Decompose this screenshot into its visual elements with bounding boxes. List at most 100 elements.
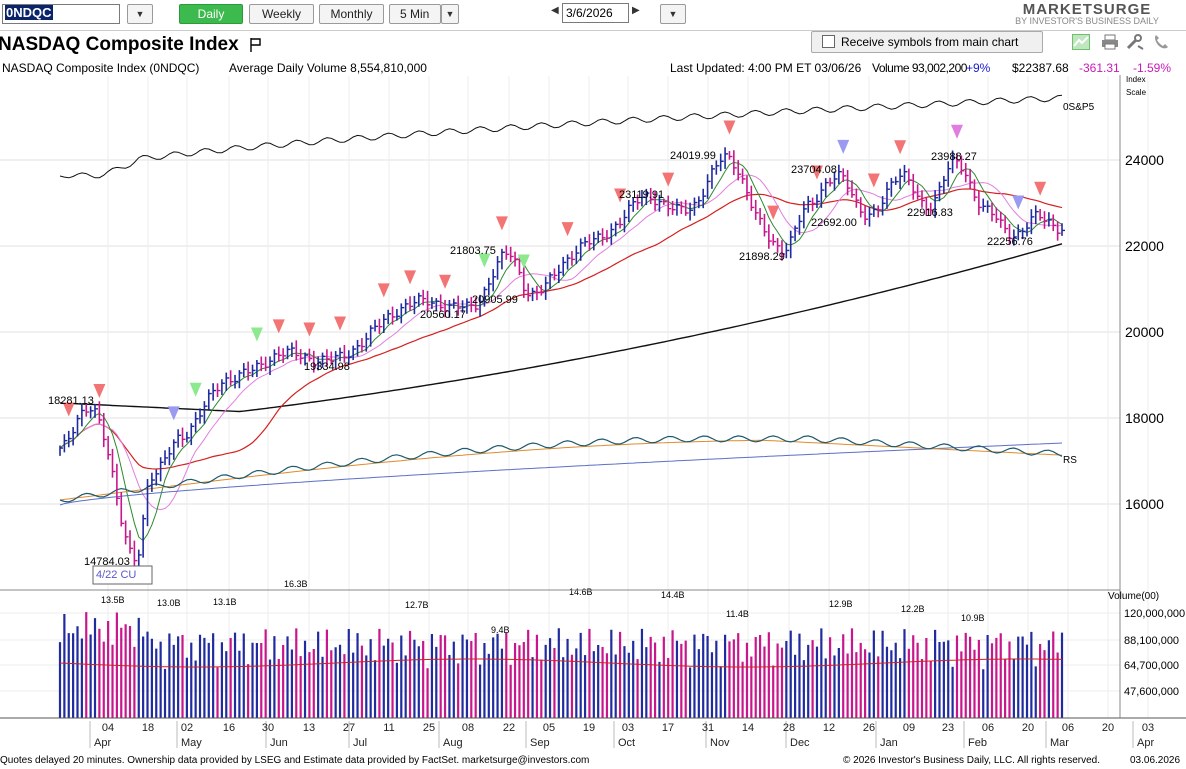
volume-average-line — [59, 658, 1063, 668]
date-tick-label: 30 — [262, 722, 274, 734]
volume-peak-label: 14.6B — [569, 587, 593, 597]
signal-marker — [837, 139, 850, 154]
monthly-button[interactable]: Monthly — [319, 4, 384, 24]
price-annotation: 24019.99 — [670, 150, 716, 162]
date-tick-label: 08 — [462, 722, 474, 734]
sp500-label: 0S&P5 — [1063, 102, 1095, 113]
date-tick-label: 25 — [423, 722, 435, 734]
event-label: 4/22 CU — [96, 569, 136, 581]
signal-marker — [439, 274, 452, 289]
receive-symbols-label: Receive symbols from main chart — [841, 35, 1019, 49]
volume-tick-label: 120,000,000 — [1124, 608, 1185, 620]
volume-peak-label: 13.0B — [157, 598, 181, 608]
checkbox-icon[interactable] — [822, 35, 835, 48]
flag-icon[interactable] — [250, 38, 262, 52]
date-tick-label: 12 — [823, 722, 835, 734]
phone-icon[interactable] — [1153, 34, 1169, 50]
month-tick-label: Apr — [1137, 737, 1154, 749]
rs-line — [59, 435, 1063, 503]
date-tick-label: 17 — [662, 722, 674, 734]
event-box — [92, 565, 153, 585]
signal-marker — [723, 120, 736, 135]
volume-peak-label: 11.4B — [726, 609, 749, 619]
month-tick-label: Oct — [618, 737, 635, 749]
footer-date: 03.06.2026 — [1130, 755, 1181, 766]
symbol-input[interactable]: 0NDQC — [2, 4, 120, 24]
date-tick-label: 09 — [903, 722, 915, 734]
signal-marker — [495, 216, 508, 231]
tools-icon[interactable] — [1126, 34, 1144, 50]
footer-disclaimer: Quotes delayed 20 minutes. Ownership dat… — [0, 755, 590, 766]
date-tick-label: 27 — [343, 722, 355, 734]
month-tick-label: Feb — [968, 737, 987, 749]
signal-marker — [189, 382, 202, 397]
date-next-icon[interactable]: ▶ — [632, 5, 640, 16]
intraday-button[interactable]: 5 Min — [389, 4, 441, 24]
volume-peak-label: 13.5B — [101, 595, 125, 605]
signal-marker — [950, 124, 963, 139]
date-tick-label: 28 — [783, 722, 795, 734]
volume-tick-label: 47,600,000 — [1124, 686, 1179, 698]
average-volume: Average Daily Volume 8,554,810,000 — [229, 61, 427, 75]
volume-peak-label: 9.4B — [491, 625, 510, 635]
price-change-pct: -1.59% — [1133, 61, 1172, 75]
daily-button[interactable]: Daily — [179, 4, 243, 24]
rs-ma-line — [59, 442, 1063, 506]
chart-image-icon[interactable] — [1072, 34, 1090, 50]
month-tick-label: Jul — [353, 737, 367, 749]
signal-marker — [93, 383, 106, 398]
month-tick-label: Dec — [790, 737, 810, 749]
logo-subtext: BY INVESTOR'S BUSINESS DAILY — [1015, 16, 1159, 26]
date-tick-label: 02 — [181, 722, 193, 734]
date-input[interactable]: 3/6/2026 — [562, 3, 629, 23]
footer: Quotes delayed 20 minutes. Ownership dat… — [0, 754, 1186, 769]
price-change: -361.31 — [1079, 61, 1120, 75]
volume-tick-label: 88,100,000 — [1124, 635, 1179, 647]
symbol-dropdown-button[interactable]: ▼ — [127, 4, 153, 24]
signal-marker — [377, 283, 390, 298]
volume-readout: Volume 93,002,200 — [872, 61, 967, 75]
signal-marker — [404, 270, 417, 285]
weekly-button[interactable]: Weekly — [249, 4, 314, 24]
date-tick-label: 23 — [942, 722, 954, 734]
date-dropdown-button[interactable]: ▼ — [660, 4, 686, 24]
price-tick-label: 18000 — [1125, 410, 1164, 426]
date-tick-label: 22 — [503, 722, 515, 734]
signal-marker — [614, 188, 627, 203]
signal-marker — [334, 316, 347, 331]
marketsurge-logo: MARKETSURGE BY INVESTOR'S BUSINESS DAILY — [1012, 1, 1162, 26]
price-annotation: 22916.83 — [907, 207, 953, 219]
logo-text: MARKETSURGE — [1022, 1, 1152, 18]
date-tick-label: 11 — [383, 722, 394, 734]
month-tick-label: May — [181, 737, 202, 749]
date-tick-label: 03 — [1142, 722, 1154, 734]
price-annotation: 23119.91 — [619, 189, 664, 201]
volume-peak-label: 13.1B — [213, 597, 237, 607]
ma50-line — [59, 188, 1063, 470]
price-annotation: 18281.13 — [48, 395, 94, 407]
signal-marker — [1034, 181, 1047, 196]
date-prev-icon[interactable]: ◀ — [551, 5, 559, 16]
date-tick-label: 06 — [1062, 722, 1074, 734]
date-tick-label: 20 — [1022, 722, 1034, 734]
index-scale-label: Index — [1126, 75, 1146, 84]
receive-symbols-checkbox[interactable]: Receive symbols from main chart — [811, 31, 1043, 53]
intraday-dropdown-button[interactable]: ▼ — [441, 4, 459, 24]
date-tick-label: 06 — [982, 722, 994, 734]
last-updated: Last Updated: 4:00 PM ET 03/06/26 — [670, 61, 862, 75]
chart-area[interactable]: 0S&P5 RS 18281.13 14784.03 19334.98 20560.17 2… — [0, 75, 1186, 755]
print-icon[interactable] — [1101, 34, 1119, 50]
signal-marker — [767, 205, 780, 220]
month-tick-label: Jun — [270, 737, 288, 749]
signal-marker — [478, 253, 491, 268]
signal-marker — [167, 406, 180, 421]
date-tick-label: 31 — [702, 722, 714, 734]
volume-peak-label: 16.3B — [284, 579, 308, 589]
date-tick-label: 13 — [303, 722, 315, 734]
toolbar: 0NDQC ▼ Daily Weekly Monthly 5 Min ▼ ◀ 3… — [0, 0, 1186, 30]
price-tick-label: 24000 — [1125, 152, 1164, 168]
price-annotation: 21898.29 — [739, 251, 785, 263]
page-title: NASDAQ Composite Index — [0, 34, 239, 55]
date-tick-label: 05 — [543, 722, 555, 734]
price-tick-label: 22000 — [1125, 238, 1164, 254]
